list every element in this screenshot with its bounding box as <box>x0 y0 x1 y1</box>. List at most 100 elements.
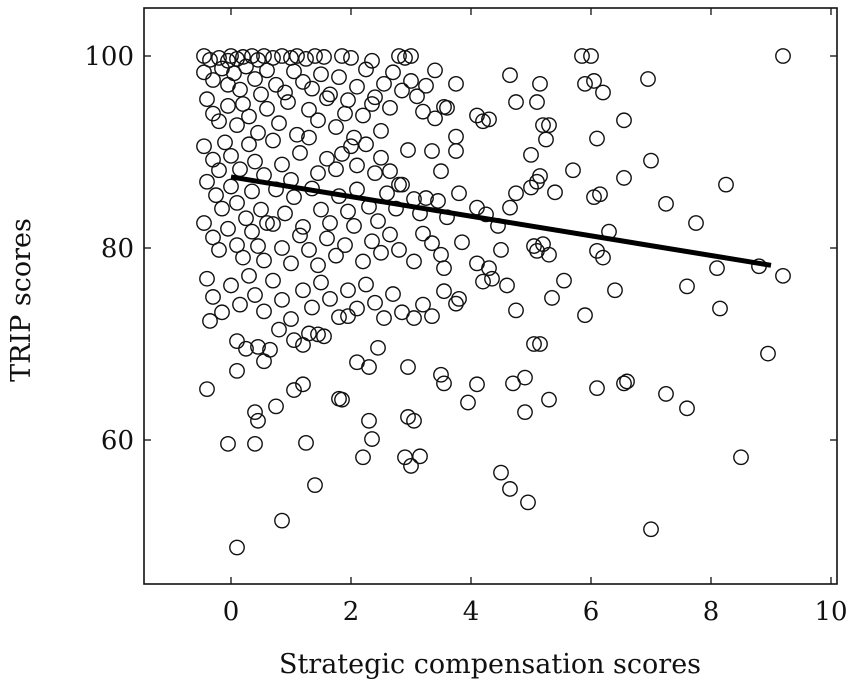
data-point <box>523 146 539 163</box>
data-point <box>679 278 695 295</box>
x-tick-label: 0 <box>223 597 240 627</box>
data-point <box>448 128 464 145</box>
data-point <box>775 48 791 64</box>
data-point <box>301 325 317 342</box>
data-point <box>454 234 470 251</box>
data-point <box>358 136 374 153</box>
data-point <box>295 218 311 235</box>
data-point <box>331 69 347 86</box>
data-point <box>394 176 410 193</box>
data-point <box>385 286 401 302</box>
data-point <box>595 249 611 266</box>
y-tick-label: 60 <box>101 426 134 456</box>
data-points <box>196 48 791 556</box>
data-point <box>382 163 398 180</box>
data-point <box>247 71 263 87</box>
data-point <box>391 242 407 258</box>
data-point <box>292 227 308 244</box>
y-axis-label: TRIP scores <box>6 218 37 382</box>
data-point <box>205 229 221 246</box>
data-point <box>286 332 302 349</box>
data-point <box>211 113 227 130</box>
data-point <box>337 105 353 122</box>
data-point <box>508 94 524 110</box>
data-point <box>385 64 401 81</box>
data-point <box>310 326 326 343</box>
data-point <box>322 86 338 103</box>
data-point <box>346 218 362 234</box>
data-point <box>250 238 266 254</box>
data-point <box>415 225 431 242</box>
plot-frame <box>143 7 838 585</box>
data-point <box>277 205 293 222</box>
data-point <box>448 143 464 159</box>
data-point <box>247 435 263 452</box>
data-point <box>340 203 356 220</box>
data-point <box>358 61 374 78</box>
data-point <box>334 146 350 162</box>
data-point <box>238 340 254 357</box>
data-point <box>196 138 212 155</box>
data-point <box>589 130 605 147</box>
data-point <box>343 50 359 66</box>
data-point <box>376 75 392 92</box>
data-point <box>274 156 290 173</box>
data-point <box>238 58 254 75</box>
data-point <box>322 290 338 307</box>
x-axis-label: Strategic compensation scores <box>279 649 701 680</box>
data-point <box>370 213 386 230</box>
data-point <box>406 253 422 270</box>
data-point <box>241 108 257 125</box>
data-point <box>301 101 317 118</box>
data-point <box>400 142 416 158</box>
data-point <box>433 246 449 263</box>
data-point <box>307 48 323 64</box>
data-point <box>364 233 380 250</box>
data-point <box>427 62 443 79</box>
data-point <box>223 147 239 164</box>
data-point <box>310 112 326 129</box>
data-point <box>313 274 329 291</box>
data-point <box>274 240 290 256</box>
data-point <box>616 112 632 129</box>
data-point <box>244 183 260 200</box>
data-point <box>310 165 326 182</box>
data-point <box>526 238 542 254</box>
data-point <box>367 89 383 106</box>
data-point <box>658 386 674 402</box>
data-point <box>355 253 371 270</box>
y-tick-label: 100 <box>84 42 134 72</box>
data-point <box>286 382 302 398</box>
data-point <box>529 173 545 190</box>
data-point <box>232 81 248 98</box>
data-point <box>337 237 353 254</box>
data-point <box>304 80 320 97</box>
data-point <box>298 50 314 67</box>
data-point <box>484 270 500 287</box>
data-point <box>448 75 464 92</box>
data-point <box>316 328 332 345</box>
data-point <box>376 310 392 326</box>
data-point <box>367 165 383 182</box>
data-point <box>328 247 344 264</box>
data-point <box>238 210 254 227</box>
data-point <box>268 76 284 93</box>
data-point <box>451 290 467 307</box>
data-point <box>289 126 305 143</box>
data-point <box>349 300 365 317</box>
data-point <box>301 242 317 258</box>
data-point <box>265 132 281 149</box>
data-point <box>310 257 326 274</box>
data-point <box>208 187 224 204</box>
data-point <box>328 119 344 135</box>
data-point <box>319 150 335 167</box>
data-point <box>223 178 239 195</box>
data-point <box>439 99 455 116</box>
data-point <box>577 75 593 92</box>
data-point <box>271 321 287 338</box>
data-point <box>319 90 335 107</box>
data-point <box>523 179 539 196</box>
data-point <box>349 157 365 174</box>
data-point <box>229 539 245 556</box>
data-point <box>400 359 416 375</box>
